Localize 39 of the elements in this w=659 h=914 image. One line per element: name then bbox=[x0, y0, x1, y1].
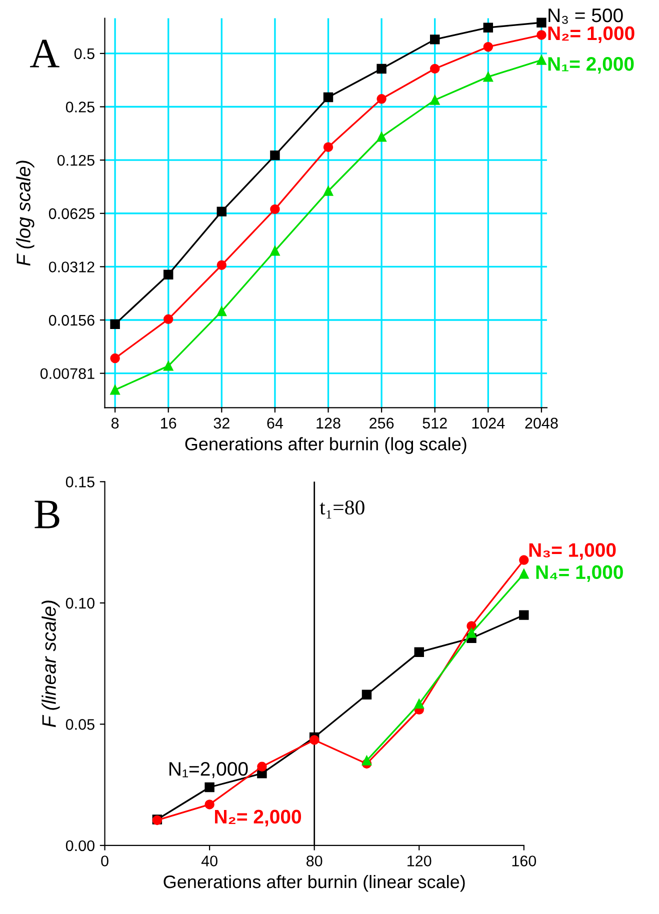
y-tick-label: 0.0625 bbox=[48, 208, 94, 220]
y-tick-label: 0.00781 bbox=[40, 368, 94, 380]
y-tick-label: 0.25 bbox=[66, 102, 94, 112]
x-tick-label: 64 bbox=[267, 418, 284, 429]
x-tick-label: 40 bbox=[201, 856, 218, 866]
chart-title: A bbox=[30, 40, 60, 68]
x-tick-label: 8 bbox=[111, 418, 119, 429]
y-tick-label: 0.05 bbox=[66, 719, 94, 730]
x-tick-label: 128 bbox=[316, 418, 340, 429]
annotation: N₂= 2,000 bbox=[215, 810, 302, 826]
x-tick-label: 120 bbox=[408, 856, 432, 866]
y-tick-label: 0.5 bbox=[74, 48, 94, 60]
x-tick-label: 2048 bbox=[525, 418, 558, 429]
annotation: N₃= 1,000 bbox=[529, 543, 616, 560]
series-label: N₄= 1,000 bbox=[536, 565, 623, 582]
x-tick-label: 512 bbox=[422, 418, 447, 429]
y-tick-label: 0.0312 bbox=[48, 262, 94, 272]
y-tick-label: 0.15 bbox=[66, 476, 94, 488]
y-tick-label: 0.00 bbox=[66, 840, 94, 852]
series-label: N₁= 2,000 bbox=[548, 57, 634, 74]
x-tick-label: 0 bbox=[101, 856, 108, 866]
ref-line-label: t₁=80 bbox=[320, 500, 364, 518]
x-tick-label: 160 bbox=[512, 856, 536, 866]
x-tick-label: 256 bbox=[370, 418, 394, 429]
chart-title: B bbox=[34, 500, 60, 528]
y-tick-label: 0.10 bbox=[66, 598, 94, 609]
y-tick-label: 0.125 bbox=[57, 154, 94, 166]
x-axis-title: Generations after burnin (linear scale) bbox=[164, 874, 465, 892]
series-label: N₃ = 500 bbox=[548, 8, 623, 24]
x-axis-title: Generations after burnin (log scale) bbox=[185, 437, 466, 454]
y-axis-title: F (linear scale) bbox=[42, 600, 60, 728]
x-tick-label: 32 bbox=[214, 418, 230, 429]
x-tick-label: 16 bbox=[161, 418, 176, 429]
series-label: N₂= 1,000 bbox=[548, 26, 634, 43]
y-axis-title: F (log scale) bbox=[16, 160, 34, 266]
series-label: N₁=2,000 bbox=[169, 762, 248, 778]
y-tick-label: 0.0156 bbox=[48, 314, 94, 326]
x-tick-label: 80 bbox=[306, 856, 322, 866]
x-tick-label: 1024 bbox=[472, 418, 505, 429]
